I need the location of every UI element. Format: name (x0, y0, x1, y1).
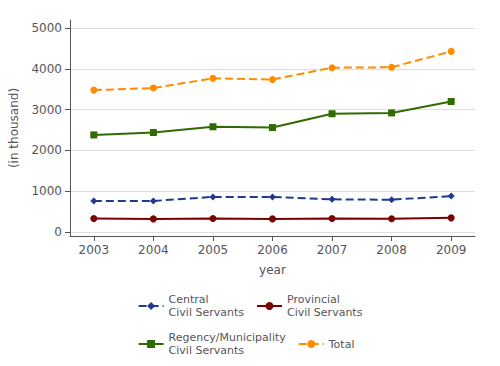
svg-text:Civil Servants: Civil Servants (169, 344, 245, 357)
svg-text:4000: 4000 (31, 62, 62, 76)
svg-text:2000: 2000 (31, 143, 62, 157)
svg-text:2003: 2003 (79, 243, 110, 257)
svg-text:2007: 2007 (317, 243, 348, 257)
svg-text:2009: 2009 (436, 243, 467, 257)
svg-text:2004: 2004 (138, 243, 169, 257)
svg-text:Civil Servants: Civil Servants (287, 306, 363, 319)
svg-text:2008: 2008 (376, 243, 407, 257)
svg-text:2006: 2006 (257, 243, 288, 257)
svg-text:5000: 5000 (31, 21, 62, 35)
svg-text:3000: 3000 (31, 103, 62, 117)
svg-text:0: 0 (54, 225, 62, 239)
svg-text:Civil Servants: Civil Servants (169, 306, 245, 319)
svg-text:Central: Central (169, 293, 209, 306)
svg-text:Provincial: Provincial (287, 293, 340, 306)
svg-text:Total: Total (328, 338, 355, 351)
svg-text:2005: 2005 (198, 243, 229, 257)
svg-text:(in thousand): (in thousand) (7, 88, 21, 168)
svg-text:1000: 1000 (31, 184, 62, 198)
svg-text:Regency/Municipality: Regency/Municipality (169, 331, 287, 344)
svg-text:year: year (259, 263, 286, 277)
